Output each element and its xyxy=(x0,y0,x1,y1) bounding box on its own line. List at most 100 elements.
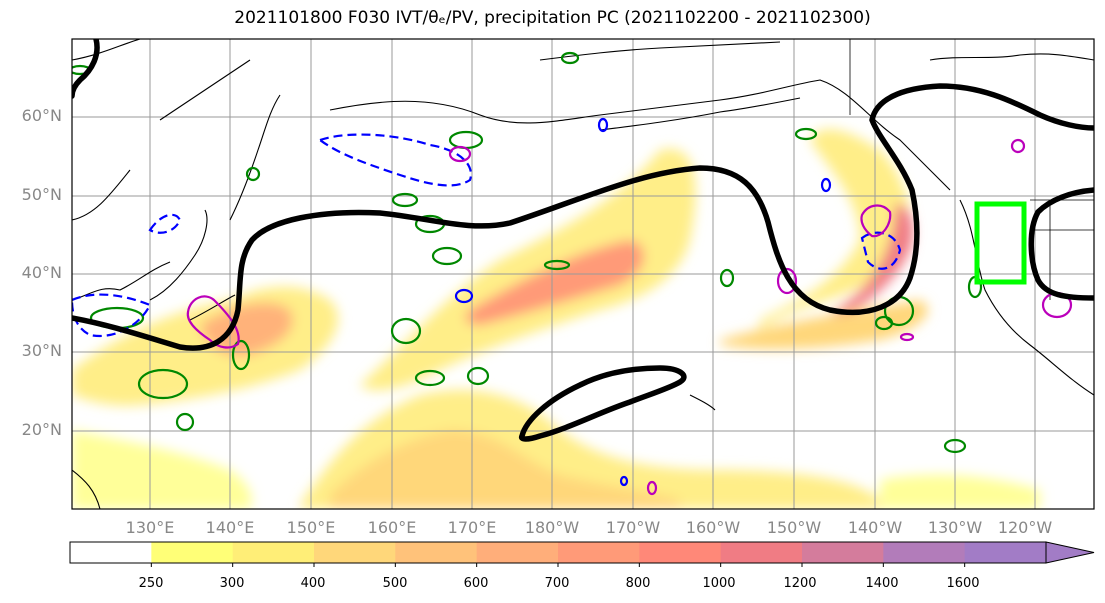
green-contour xyxy=(390,317,422,345)
lat-label-50n: 50°N xyxy=(21,185,62,204)
colorbar xyxy=(69,541,1095,567)
colorbar-segment xyxy=(232,542,315,563)
gridlines xyxy=(72,39,1094,509)
lon-label-130w: 130°W xyxy=(927,518,983,537)
green-contour xyxy=(560,51,580,65)
ivt-core-main xyxy=(465,240,644,325)
green-contour xyxy=(231,339,251,371)
coastline-aleutians xyxy=(599,97,801,131)
lat-label-40n: 40°N xyxy=(21,263,62,282)
colorbar-segment xyxy=(720,542,803,563)
green-contour xyxy=(874,315,894,331)
colorbar-segment xyxy=(964,542,1047,563)
lat-label-20n: 20°N xyxy=(21,420,62,439)
pv-contour-east xyxy=(1028,187,1094,301)
green-contour xyxy=(943,438,967,454)
ivt-band-sw xyxy=(72,430,252,509)
colorbar-segment xyxy=(802,542,884,563)
magenta-contour xyxy=(186,295,240,349)
lon-label-120w: 120°W xyxy=(997,518,1053,537)
magenta-contour xyxy=(776,267,798,295)
blue-contour xyxy=(619,475,629,487)
coastline-philippines xyxy=(72,469,101,509)
green-contour xyxy=(543,259,571,271)
blue-dashed-contour xyxy=(148,213,182,234)
magenta-contour xyxy=(860,204,892,238)
colorbar-segment xyxy=(70,542,152,563)
coastline-north-america xyxy=(959,199,1094,396)
ivt-filled-contours xyxy=(72,129,1040,509)
lon-label-140w: 140°W xyxy=(847,518,903,537)
borders xyxy=(849,39,1094,300)
colorbar-segment xyxy=(558,542,640,563)
lon-label-130e: 130°E xyxy=(125,518,175,537)
colorbar-tick-500: 500 xyxy=(382,576,408,591)
colorbar-tick-800: 800 xyxy=(625,576,651,591)
colorbar-tick-300: 300 xyxy=(219,576,245,591)
colorbar-segment xyxy=(639,542,722,563)
green-contour xyxy=(137,368,189,400)
colorbar-segment xyxy=(314,542,396,563)
colorbar-segment xyxy=(476,542,559,563)
lon-label-170e: 170°E xyxy=(447,518,497,537)
coastline-alaska xyxy=(329,79,951,191)
magenta-contour xyxy=(646,480,658,496)
magenta-contour xyxy=(1010,138,1026,154)
ivt-band-east xyxy=(880,474,1040,509)
colorbar-extend-arrow xyxy=(1045,541,1095,564)
blue-solid-contours xyxy=(454,117,832,487)
blue-dashed-contour xyxy=(72,293,152,338)
magenta-contour xyxy=(448,145,472,163)
ivt-core-south xyxy=(330,430,680,509)
magenta-contour xyxy=(899,332,915,342)
lon-label-180w: 180°W xyxy=(524,518,580,537)
blue-contour xyxy=(820,177,832,193)
lon-label-170w: 170°W xyxy=(605,518,661,537)
green-contour xyxy=(175,412,195,432)
green-contour xyxy=(431,246,463,266)
coastlines xyxy=(72,39,1094,509)
colorbar-segment xyxy=(151,542,234,563)
blue-contour xyxy=(597,117,609,133)
colorbar-tick-700: 700 xyxy=(544,576,570,591)
lon-label-150w: 150°W xyxy=(766,518,822,537)
lon-label-160w: 160°W xyxy=(685,518,741,537)
green-contour xyxy=(414,369,446,387)
map-frame xyxy=(71,38,1095,510)
lon-label-160e: 160°E xyxy=(367,518,417,537)
colorbar-segment xyxy=(883,542,966,563)
colorbar-tick-1000: 1000 xyxy=(702,576,736,591)
green-contour xyxy=(245,166,261,182)
coastline-hawaii xyxy=(689,394,716,411)
coastline-japan xyxy=(149,209,236,321)
blue-contour xyxy=(454,288,474,304)
ivt-core-west xyxy=(200,302,293,356)
lat-label-30n: 30°N xyxy=(21,341,62,360)
plot-title: 2021101800 F030 IVT/θₑ/PV, precipitation… xyxy=(234,8,871,28)
colorbar-tick-250: 250 xyxy=(138,576,164,591)
green-contour xyxy=(391,192,419,208)
theta-e-blue-contours xyxy=(72,133,902,338)
pv-contour-main xyxy=(72,83,1094,351)
coastline-kamchatka xyxy=(229,94,281,221)
colorbar-tick-600: 600 xyxy=(463,576,489,591)
colorbar-tick-1600: 1600 xyxy=(946,576,980,591)
colorbar-tick-1400: 1400 xyxy=(865,576,899,591)
lon-label-150e: 150°E xyxy=(286,518,336,537)
green-contour xyxy=(466,366,490,386)
colorbar-tick-1200: 1200 xyxy=(783,576,817,591)
pv-contour-cutoff xyxy=(518,365,687,442)
ivt-band-ne-south xyxy=(720,300,928,350)
blue-dashed-contour xyxy=(317,133,473,187)
green-contour xyxy=(719,268,735,288)
lat-label-60n: 60°N xyxy=(21,106,62,125)
coastline-asia xyxy=(72,39,251,301)
green-contour xyxy=(794,127,818,141)
region-box xyxy=(974,201,1027,285)
lon-label-140e: 140°E xyxy=(205,518,255,537)
colorbar-tick-400: 400 xyxy=(300,576,326,591)
ivt-band-main xyxy=(360,148,696,391)
colorbar-segment xyxy=(395,542,478,563)
blue-dashed-contour xyxy=(860,231,902,270)
